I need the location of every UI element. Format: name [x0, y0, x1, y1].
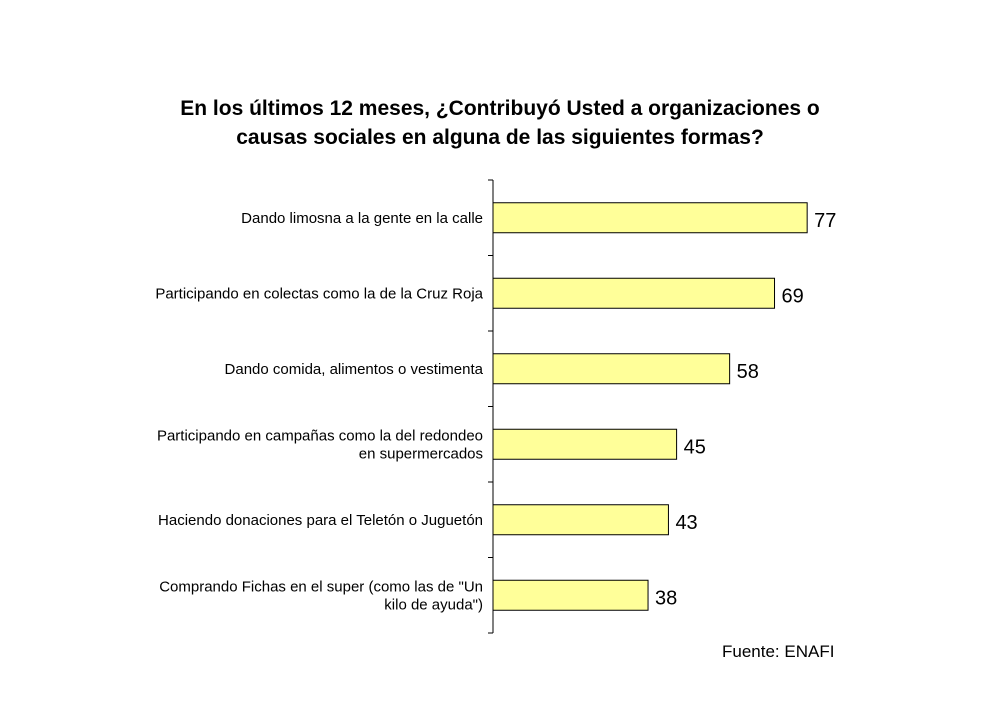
bars: [492, 202, 808, 611]
category-label: Haciendo donaciones para el Teletón o Ju…: [158, 512, 483, 529]
value-label: 45: [684, 436, 706, 458]
value-labels: 77 69 58 45 43 38: [655, 210, 836, 610]
bar: [492, 579, 649, 611]
y-axis: [488, 179, 494, 634]
chart-title-line: causas sociales en alguna de las siguien…: [236, 126, 764, 149]
bar: [492, 277, 776, 309]
chart-title: En los últimos 12 meses, ¿Contribuyó Ust…: [180, 97, 819, 149]
category-label: Participando en colectas como la de la C…: [155, 285, 483, 302]
value-label: 43: [675, 512, 697, 534]
category-label: Dando limosna a la gente en la calle: [241, 210, 483, 227]
bar: [492, 202, 808, 234]
value-label: 38: [655, 587, 677, 609]
source-note: Fuente: ENAFI: [722, 642, 834, 661]
chart-title-line: En los últimos 12 meses, ¿Contribuyó Ust…: [180, 97, 819, 120]
category-label: en supermercados: [359, 445, 483, 462]
category-label: Dando comida, alimentos o vestimenta: [225, 361, 484, 378]
bar: [492, 504, 669, 536]
value-label: 77: [814, 210, 836, 232]
bar: [492, 428, 678, 460]
value-label: 69: [782, 285, 804, 307]
category-label: kilo de ayuda"): [384, 596, 483, 613]
category-label: Comprando Fichas en el super (como las d…: [159, 578, 483, 595]
value-label: 58: [737, 361, 759, 383]
bar: [492, 353, 731, 385]
category-label: Participando en campañas como la del red…: [157, 427, 483, 444]
category-labels: Dando limosna a la gente en la calle Part…: [155, 210, 483, 614]
